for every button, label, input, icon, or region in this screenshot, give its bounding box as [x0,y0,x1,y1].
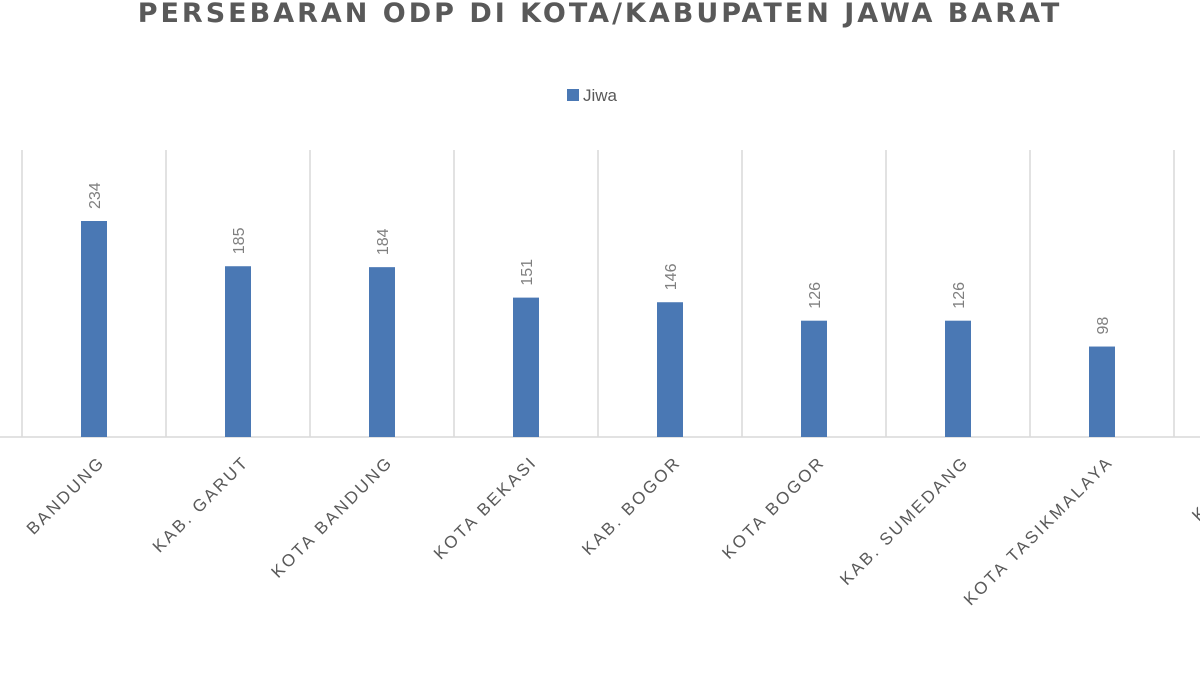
data-label: 126 [807,282,824,309]
data-label: 234 [87,182,104,209]
legend-label: Jiwa [583,86,618,105]
data-label: 185 [231,227,248,254]
data-label: 146 [663,263,680,290]
chart-title: PERSEBARAN ODP DI KOTA/KABUPATEN JAWA BA… [138,0,1063,29]
x-tick-label: KOTA BOGOR [718,452,828,562]
x-tick-label: BANDUNG [23,452,109,538]
bar [945,320,971,437]
bar [369,267,395,437]
data-label: 184 [375,228,392,255]
x-tick-label: KAB. BOGOR [578,452,685,559]
bar [1089,346,1115,437]
bar [801,320,827,437]
x-tick-label: KAB. SUMEDANG [836,452,973,589]
x-tick-label: KAB. BE [1188,452,1200,525]
legend: Jiwa [567,86,618,105]
x-tick-label: KAB. GARUT [149,452,253,556]
data-label: 151 [519,259,536,286]
x-tick-label: KOTA BANDUNG [268,452,397,581]
bar [657,302,683,437]
x-tick-label: KOTA BEKASI [430,452,541,563]
data-label: 98 [1095,317,1112,335]
data-label: 126 [951,282,968,309]
bar [81,221,107,437]
bar [513,297,539,437]
bar [225,266,251,437]
legend-swatch [567,89,579,101]
x-tick-label: KOTA TASIKMALAYA [960,452,1117,609]
